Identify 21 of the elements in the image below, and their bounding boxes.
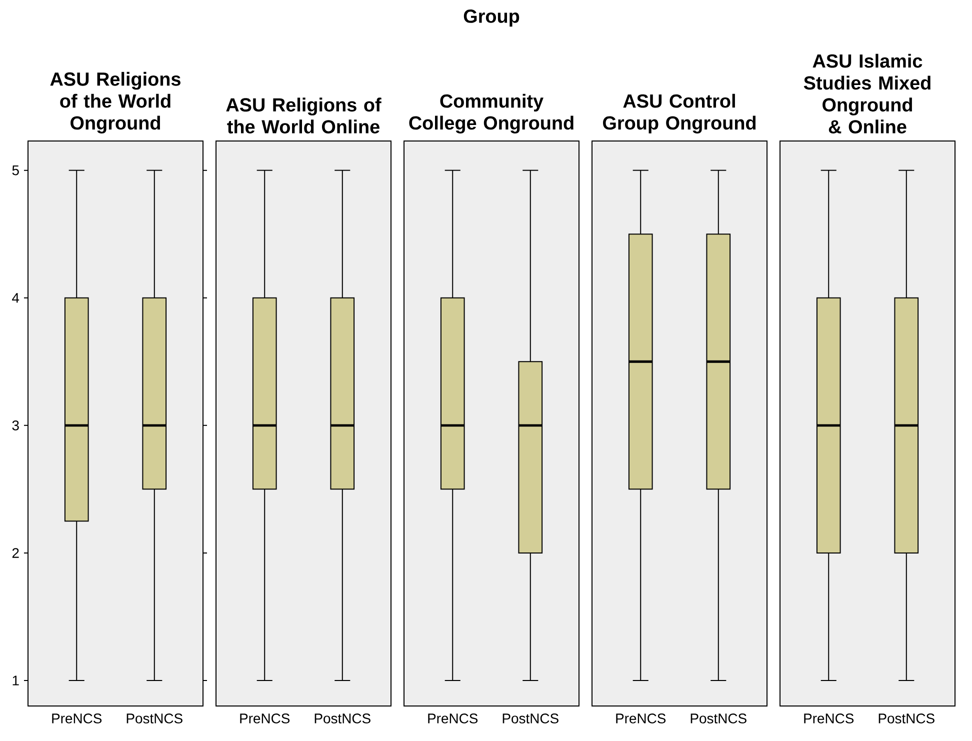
y-tick-label: 3: [12, 420, 19, 430]
chart-title: ASU Control Group Onground: [603, 94, 756, 134]
x-tick-label: PostNCS: [126, 714, 182, 724]
chart-title: ASU Islamic Studies Mixed Onground & Online: [804, 54, 930, 134]
text: Group: [464, 10, 520, 27]
x-tick-label: PostNCS: [314, 714, 370, 724]
x-tick-label: PostNCS: [690, 714, 746, 724]
x-tick-label: PreNCS: [428, 714, 478, 724]
x-tick-label: PostNCS: [502, 714, 558, 724]
y-tick-label: 2: [12, 548, 19, 558]
y-tick-label: 5: [12, 165, 19, 176]
x-tick-label: PreNCS: [52, 714, 102, 724]
chart-title: Community College Onground: [409, 94, 574, 134]
y-tick-label: 1: [12, 676, 19, 686]
x-tick-label: PostNCS: [878, 714, 934, 724]
x-tick-label: PreNCS: [240, 714, 290, 724]
chart-title: ASU Religions of the World Onground: [50, 72, 180, 134]
chart-title: ASU Religions of the World Online: [226, 98, 382, 134]
x-tick-label: PreNCS: [804, 714, 854, 724]
y-tick-label: 4: [12, 293, 20, 303]
x-tick-label: PreNCS: [616, 714, 666, 724]
